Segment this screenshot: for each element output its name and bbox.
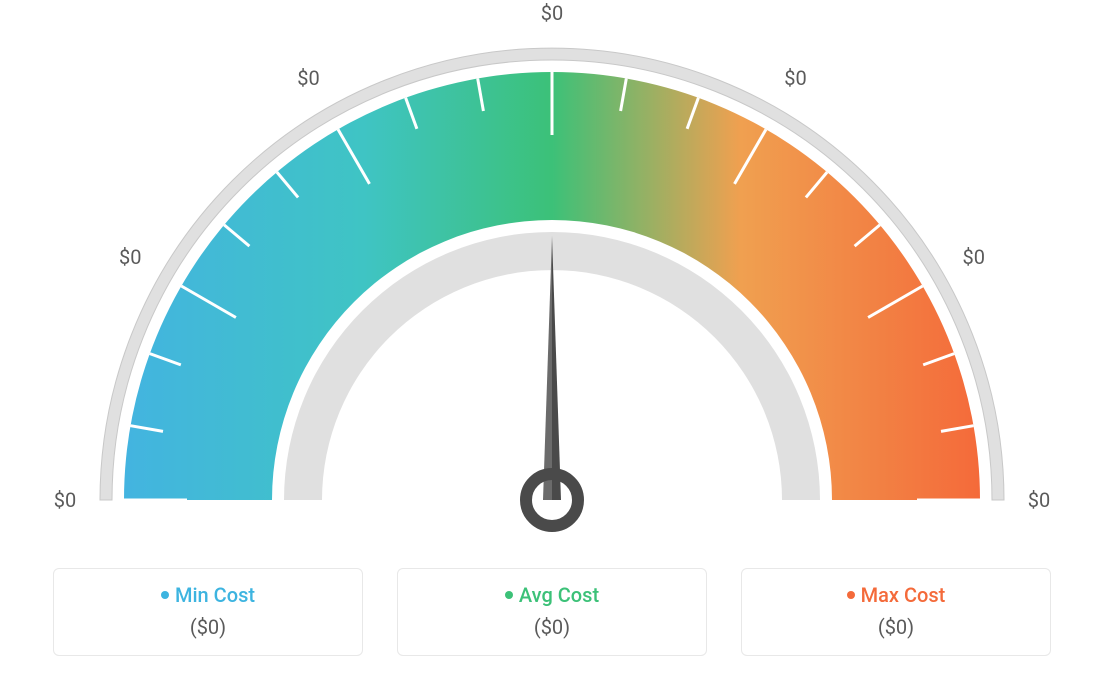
gauge-tick-label: $0 (963, 245, 985, 269)
legend-label: Min Cost (175, 583, 255, 607)
gauge-tick-label: $0 (297, 66, 319, 90)
gauge-tick-label: $0 (541, 1, 563, 25)
gauge-tick-label: $0 (1028, 488, 1050, 512)
legend-label: Max Cost (861, 583, 946, 607)
gauge-tick-label: $0 (54, 488, 76, 512)
legend-value-avg: ($0) (398, 615, 706, 639)
dot-icon (847, 591, 855, 599)
dot-icon (505, 591, 513, 599)
legend-row: Min Cost ($0) Avg Cost ($0) Max Cost ($0… (0, 568, 1104, 656)
legend-card-max: Max Cost ($0) (741, 568, 1051, 656)
legend-value-min: ($0) (54, 615, 362, 639)
legend-title-min: Min Cost (54, 583, 362, 607)
legend-card-avg: Avg Cost ($0) (397, 568, 707, 656)
legend-title-avg: Avg Cost (398, 583, 706, 607)
gauge-svg (0, 0, 1104, 560)
legend-label: Avg Cost (519, 583, 599, 607)
legend-value-max: ($0) (742, 615, 1050, 639)
cost-gauge: $0 $0 $0 $0 $0 $0 $0 (0, 0, 1104, 560)
gauge-tick-label: $0 (119, 245, 141, 269)
dot-icon (161, 591, 169, 599)
legend-card-min: Min Cost ($0) (53, 568, 363, 656)
legend-title-max: Max Cost (742, 583, 1050, 607)
gauge-tick-label: $0 (784, 66, 806, 90)
